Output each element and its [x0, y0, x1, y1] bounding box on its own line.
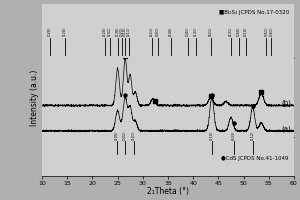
- Text: (141): (141): [194, 27, 198, 36]
- Text: (610): (610): [244, 27, 248, 36]
- Text: (421): (421): [209, 27, 213, 36]
- Text: (061): (061): [269, 27, 273, 36]
- Text: (112): (112): [251, 130, 255, 140]
- Text: (220): (220): [103, 27, 107, 36]
- Text: (041): (041): [186, 27, 190, 36]
- Text: (221): (221): [150, 27, 154, 36]
- Text: ■Bi₂S₃ JCPDS No.17-0320: ■Bi₂S₃ JCPDS No.17-0320: [219, 10, 289, 15]
- Text: (240): (240): [169, 27, 172, 36]
- Text: (100): (100): [115, 130, 119, 140]
- Text: (060): (060): [237, 27, 241, 36]
- Text: (310): (310): [123, 27, 127, 36]
- Y-axis label: Intensity (a.u.): Intensity (a.u.): [30, 69, 39, 126]
- Text: (120): (120): [63, 27, 67, 36]
- Text: (431): (431): [229, 27, 233, 36]
- Text: (211): (211): [127, 27, 131, 36]
- Text: (002): (002): [123, 130, 127, 140]
- Text: (110): (110): [210, 130, 214, 140]
- Text: (301): (301): [156, 27, 160, 36]
- Text: (130): (130): [116, 27, 120, 36]
- Text: (103): (103): [232, 130, 236, 140]
- Text: (020): (020): [48, 27, 52, 36]
- Text: (021): (021): [120, 27, 124, 36]
- Text: (a): (a): [282, 125, 292, 132]
- Text: ●CdS JCPDS No.41-1049: ●CdS JCPDS No.41-1049: [221, 156, 289, 161]
- Text: (101): (101): [108, 27, 112, 36]
- Text: (101): (101): [132, 130, 136, 140]
- Text: (b): (b): [282, 100, 292, 106]
- X-axis label: 2₁Theta (°): 2₁Theta (°): [147, 187, 189, 196]
- Text: (351): (351): [264, 27, 268, 36]
